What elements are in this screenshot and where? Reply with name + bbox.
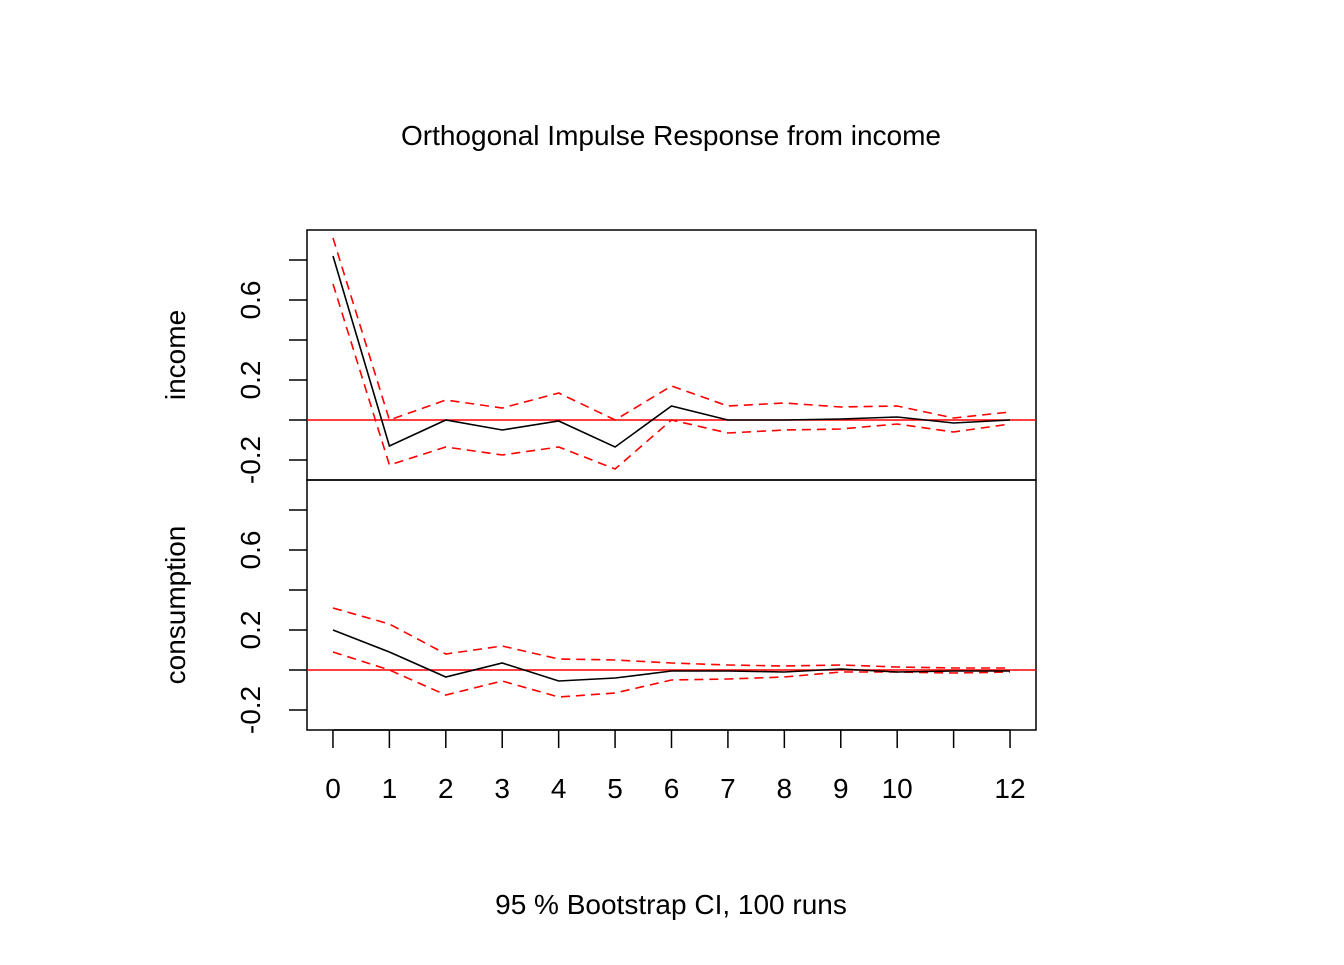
- x-tick-label: 5: [607, 773, 623, 804]
- consumption-y-tick-label: 0.2: [235, 611, 266, 650]
- x-tick-label: 4: [551, 773, 567, 804]
- consumption-lower-ci-line: [332, 651, 1011, 698]
- income-lower-ci-line: [332, 283, 1011, 470]
- chart-subtitle: 95 % Bootstrap CI, 100 runs: [495, 889, 847, 920]
- consumption-upper-ci-line: [332, 607, 1010, 669]
- panel-frame-consumption: [306, 479, 1037, 731]
- income-y-tick-label: 0.2: [235, 361, 266, 400]
- income-response-line: [332, 255, 1011, 448]
- income-upper-ci-line: [332, 237, 1011, 422]
- income-y-tick-label: 0.6: [235, 281, 266, 320]
- x-tick-label: 6: [664, 773, 680, 804]
- x-tick-label: 10: [882, 773, 913, 804]
- consumption-y-tick-label: 0.6: [235, 531, 266, 570]
- x-tick-label: 3: [494, 773, 510, 804]
- x-tick-label: 0: [325, 773, 341, 804]
- x-tick-label: 9: [833, 773, 849, 804]
- chart-title: Orthogonal Impulse Response from income: [401, 120, 941, 151]
- consumption-y-tick-label: -0.2: [235, 686, 266, 734]
- x-tick-label: 2: [438, 773, 454, 804]
- x-tick-label: 12: [994, 773, 1025, 804]
- x-tick-label: 1: [382, 773, 398, 804]
- income-y-tick-label: -0.2: [235, 436, 266, 484]
- x-tick-label: 8: [777, 773, 793, 804]
- x-tick-label: 7: [720, 773, 736, 804]
- income-panel-label: income: [160, 310, 191, 400]
- consumption-panel-label: consumption: [160, 526, 191, 685]
- panel-frame-income: [306, 229, 1037, 481]
- consumption-response-line: [332, 629, 1010, 682]
